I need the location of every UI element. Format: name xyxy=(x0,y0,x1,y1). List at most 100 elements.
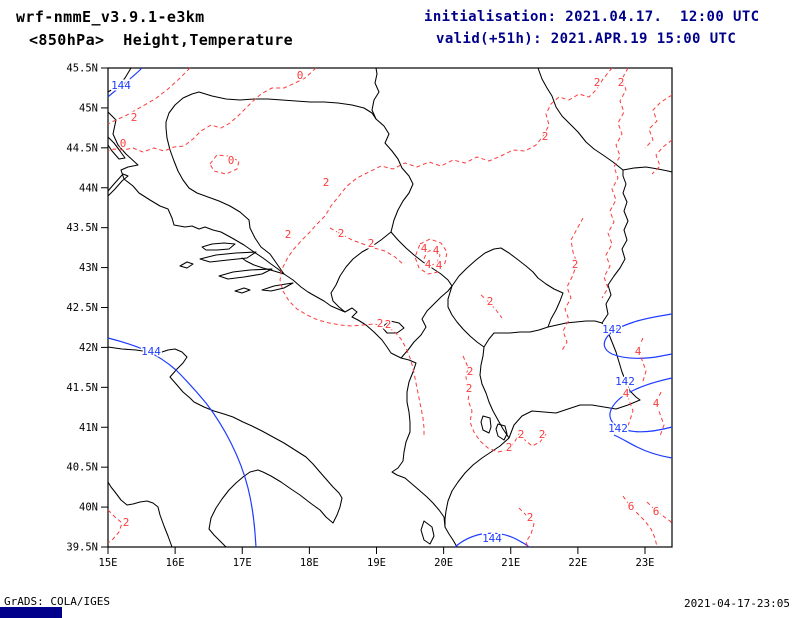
lat-tick-label: 42N xyxy=(79,342,98,354)
island-pag xyxy=(107,136,126,160)
height-contour-label: 142 xyxy=(615,375,635,388)
initialisation-time: initialisation: 2021.04.17. 12:00 UTC xyxy=(424,9,760,25)
island-dugi-otok xyxy=(107,173,129,197)
temp-contour-2-sw xyxy=(107,509,123,544)
lat-tick-label: 43.5N xyxy=(66,222,98,234)
temperature-contour-label: 2 xyxy=(385,318,392,331)
temperature-contour-label: 2 xyxy=(527,511,534,524)
temperature-contour-label: 2 xyxy=(539,428,546,441)
temp-contour-4-outer xyxy=(414,238,448,275)
height-contour-144-south xyxy=(454,532,530,548)
temperature-contour-label: 2 xyxy=(377,317,384,330)
temperature-contour-label: 2 xyxy=(542,130,549,143)
temp-contour-2-south xyxy=(518,507,535,548)
border-montenegro-albania xyxy=(400,285,453,359)
temp-contour-2-south-center xyxy=(462,355,547,453)
height-contour-label: 144 xyxy=(482,532,502,545)
lake-skadar xyxy=(381,320,405,334)
lon-tick-label: 17E xyxy=(233,557,252,569)
lon-tick-label: 19E xyxy=(367,557,386,569)
temperature-contour-label: 4 xyxy=(433,244,440,257)
temperature-contour-label: 2 xyxy=(131,111,138,124)
coastline-italy-east xyxy=(107,346,343,548)
island-lastovo xyxy=(234,287,251,294)
temperature-contour-label: 4 xyxy=(653,397,660,410)
coastline-italy-west xyxy=(107,481,173,548)
temperature-contour-label: 2 xyxy=(467,365,474,378)
lon-tick-label: 20E xyxy=(434,557,453,569)
temperature-contour-label: 2 xyxy=(368,237,375,250)
temperature-contour-label: 2 xyxy=(466,382,473,395)
temperature-contour-label: 4 xyxy=(425,258,432,271)
lat-tick-label: 40.5N xyxy=(66,462,98,474)
temperature-contour-label: 0 xyxy=(297,69,304,82)
height-contour-142-east-2 xyxy=(609,377,673,433)
lon-tick-label: 15E xyxy=(99,557,118,569)
border-danube-east xyxy=(622,166,673,173)
height-contours xyxy=(107,67,673,548)
lat-tick-label: 41.5N xyxy=(66,382,98,394)
border-kosovo xyxy=(447,247,564,348)
temperature-contours xyxy=(107,67,673,548)
island-korcula xyxy=(218,268,273,280)
border-bosnia-montenegro xyxy=(330,231,392,313)
temperature-contour-label: 2 xyxy=(487,295,494,308)
border-albania-greece xyxy=(444,437,510,528)
temperature-contour-label: 2 xyxy=(123,516,130,529)
island-vis xyxy=(179,261,194,269)
temperature-contour-label: 6 xyxy=(628,500,635,513)
temperature-contour-label: 4 xyxy=(421,242,428,255)
field-title: <850hPa> Height,Temperature xyxy=(29,31,294,49)
coastlines-and-borders xyxy=(107,67,673,548)
temperature-contour-label: 2 xyxy=(338,227,345,240)
temp-contour-2-kosovo xyxy=(480,294,503,319)
lon-tick-label: 23E xyxy=(636,557,655,569)
lat-tick-label: 40N xyxy=(79,502,98,514)
temperature-contour-label: 0 xyxy=(228,154,235,167)
temperature-contour-label: 6 xyxy=(653,505,660,518)
temp-contour-2-corner-nw xyxy=(107,67,191,125)
height-contour-label: 142 xyxy=(608,422,628,435)
grads-stamp-bar xyxy=(0,607,62,618)
axis-ticks: 45.5N 45N 44.5N 44N 43.5N 43N 42.5N 42N 41.5N 41N… xyxy=(66,63,654,570)
height-contour-144-nw xyxy=(107,67,143,98)
lon-tick-label: 22E xyxy=(568,557,587,569)
temperature-contour-label: 2 xyxy=(572,258,579,271)
temperature-contour-label: 0 xyxy=(120,137,127,150)
temperature-contour-label: 2 xyxy=(594,76,601,89)
peljesac-peninsula xyxy=(241,257,285,275)
lake-prespa xyxy=(495,423,508,441)
temp-contour-6-se-2 xyxy=(646,501,673,524)
lat-tick-label: 39.5N xyxy=(66,542,98,554)
temperature-contour-label: 2 xyxy=(518,428,525,441)
lon-tick-label: 18E xyxy=(300,557,319,569)
island-corfu xyxy=(420,520,435,545)
temperature-contour-label: 2 xyxy=(618,76,625,89)
valid-time: valid(+51h): 2021.APR.19 15:00 UTC xyxy=(436,31,737,47)
border-slovenia-croatia xyxy=(107,67,132,93)
temperature-contour-label: 4 xyxy=(635,345,642,358)
height-contour-label: 144 xyxy=(111,79,131,92)
lat-tick-label: 42.5N xyxy=(66,302,98,314)
border-drina xyxy=(375,118,414,233)
island-hvar xyxy=(199,251,257,263)
height-contour-label: 142 xyxy=(602,323,622,336)
temp-contour-ne-1 xyxy=(644,94,673,149)
temp-contour-4-inner xyxy=(423,248,441,267)
temperature-contour-label: 4 xyxy=(623,387,630,400)
creation-timestamp: 2021-04-17-23:05 xyxy=(684,597,790,610)
border-albania-macedonia xyxy=(479,346,510,439)
temp-contour-2-east xyxy=(601,67,629,299)
island-mljet xyxy=(261,282,294,292)
lon-tick-label: 16E xyxy=(166,557,185,569)
temp-contour-0-loop xyxy=(209,154,240,175)
grads-credit: GrADS: COLA/IGES xyxy=(4,595,110,608)
temp-contour-2-serbia xyxy=(560,217,584,353)
border-bulgaria-macedonia xyxy=(601,322,641,401)
border-serbia-macedonia xyxy=(547,320,603,328)
border-serbia-romania xyxy=(537,67,624,171)
temperature-contour-label: 2 xyxy=(506,441,513,454)
